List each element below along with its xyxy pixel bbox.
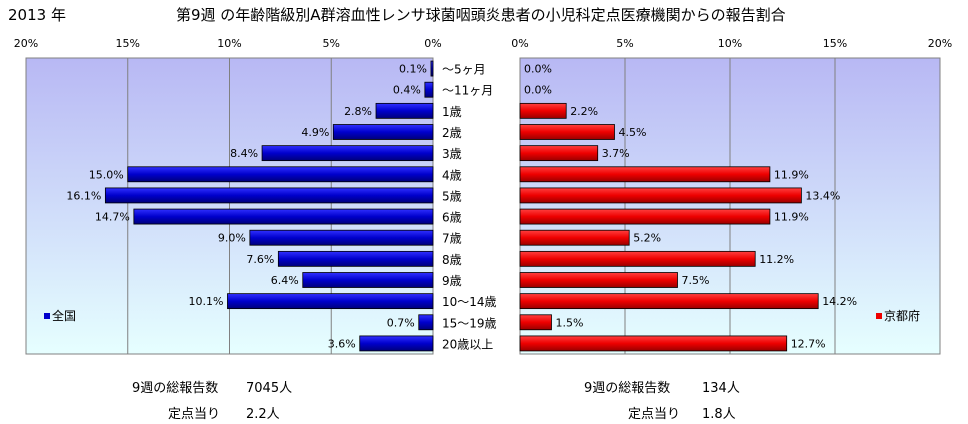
- kyoto-data-label: 5.2%: [633, 232, 661, 245]
- kyoto-data-label: 11.9%: [774, 211, 809, 224]
- kyoto-data-label: 4.5%: [619, 126, 647, 139]
- kyoto-data-label: 11.2%: [759, 253, 794, 266]
- national-data-label: 0.1%: [399, 63, 427, 76]
- national-bar: [127, 166, 434, 183]
- kyoto-bar: [519, 272, 678, 288]
- national-data-label: 15.0%: [89, 168, 124, 181]
- national-tick-label: 15%: [116, 37, 140, 50]
- kyoto-data-label: 0.0%: [524, 63, 552, 76]
- kyoto-tick-label: 20%: [928, 37, 952, 50]
- national-tick-label: 5%: [323, 37, 340, 50]
- kyoto-data-label: 14.2%: [822, 295, 857, 308]
- chart-title: 第9週 の年齢階級別A群溶血性レンサ球菌咽頭炎患者の小児科定点医療機関からの報告…: [176, 6, 786, 24]
- year-label: 2013 年: [8, 6, 66, 24]
- national-per-value: 2.2人: [246, 407, 280, 422]
- category-label: 4歳: [442, 168, 462, 182]
- category-label: ～11ヶ月: [442, 84, 493, 98]
- national-tick-label: 10%: [217, 37, 241, 50]
- kyoto-bar: [519, 335, 788, 352]
- national-bar: [418, 314, 434, 331]
- national-bar: [227, 293, 434, 310]
- national-data-label: 9.0%: [218, 232, 246, 245]
- category-label: 10～14歳: [442, 295, 497, 309]
- national-bar: [277, 250, 434, 267]
- category-label: 9歳: [442, 274, 462, 288]
- national-data-label: 7.6%: [246, 253, 274, 266]
- national-data-label: 0.4%: [393, 84, 421, 97]
- national-per-label: 定点当り: [168, 407, 221, 422]
- category-label: 1歳: [442, 105, 462, 119]
- national-legend-label: 全国: [52, 308, 76, 323]
- national-tick-label: 20%: [14, 37, 38, 50]
- national-bar: [261, 145, 434, 162]
- category-label: ～5ヶ月: [442, 63, 486, 77]
- national-data-label: 8.4%: [230, 147, 258, 160]
- category-labels: ～5ヶ月 ～11ヶ月 1歳 2歳 3歳 4歳 5歳 6歳 7歳 8歳 9歳 10～14歳 15～19歳 2…: [442, 63, 497, 352]
- national-total-label: 9週の総報告数: [132, 381, 219, 396]
- kyoto-total-label: 9週の総報告数: [584, 381, 671, 396]
- national-bar: [104, 187, 434, 204]
- national-data-label: 3.6%: [328, 337, 356, 350]
- national-data-label: 2.8%: [344, 105, 372, 118]
- national-data-label: 4.9%: [301, 126, 329, 139]
- national-data-label: 16.1%: [66, 189, 101, 202]
- category-label: 8歳: [442, 253, 462, 267]
- national-legend-swatch: [44, 313, 50, 319]
- kyoto-data-label: 1.5%: [556, 316, 584, 329]
- category-label: 20歳以上: [442, 337, 493, 351]
- kyoto-bar: [519, 124, 615, 140]
- legends: 全国 京都府: [44, 308, 920, 323]
- kyoto-bar: [519, 166, 771, 183]
- kyoto-data-label: 2.2%: [570, 105, 598, 118]
- national-bar: [359, 335, 434, 352]
- kyoto-total-value: 134人: [702, 381, 740, 396]
- kyoto-bar: [519, 187, 802, 204]
- category-label: 6歳: [442, 211, 462, 225]
- kyoto-data-label: 13.4%: [805, 189, 840, 202]
- national-bar: [430, 60, 434, 77]
- kyoto-legend-swatch: [876, 313, 882, 319]
- national-data-label: 0.7%: [387, 316, 415, 329]
- kyoto-bar: [519, 250, 756, 267]
- national-bar: [424, 81, 434, 98]
- kyoto-bar: [519, 314, 552, 331]
- kyoto-data-label: 12.7%: [791, 337, 826, 350]
- national-tick-label: 0%: [424, 37, 441, 50]
- kyoto-bar: [519, 102, 567, 119]
- national-data-label: 10.1%: [189, 295, 224, 308]
- category-label: 2歳: [442, 126, 462, 140]
- kyoto-bar: [519, 229, 630, 246]
- kyoto-tick-label: 15%: [823, 37, 847, 50]
- kyoto-plot: 0% 5% 10% 15% 20% 0.0% 0.0% 2.2% 4.5% 3.7% 11.9% 13…: [511, 37, 952, 355]
- kyoto-data-label: 3.7%: [602, 147, 630, 160]
- national-bar: [375, 102, 434, 119]
- kyoto-per-value: 1.8人: [702, 407, 736, 422]
- national-data-label: 14.7%: [95, 211, 130, 224]
- kyoto-bar: [519, 145, 599, 162]
- kyoto-bar: [519, 208, 771, 225]
- kyoto-legend-label: 京都府: [884, 308, 920, 323]
- national-bar: [249, 229, 434, 246]
- national-bar: [133, 208, 434, 225]
- kyoto-tick-label: 10%: [718, 37, 742, 50]
- national-total-value: 7045人: [246, 381, 293, 396]
- national-bar: [302, 272, 434, 288]
- kyoto-data-label: 11.9%: [774, 168, 809, 181]
- category-label: 5歳: [442, 189, 462, 203]
- national-bar: [332, 124, 434, 140]
- kyoto-data-label: 7.5%: [682, 274, 710, 287]
- kyoto-bar: [519, 293, 819, 310]
- category-label: 7歳: [442, 232, 462, 246]
- category-label: 3歳: [442, 147, 462, 161]
- kyoto-tick-label: 0%: [511, 37, 528, 50]
- kyoto-per-label: 定点当り: [628, 407, 681, 422]
- kyoto-tick-label: 5%: [616, 37, 633, 50]
- kyoto-data-label: 0.0%: [524, 84, 552, 97]
- national-plot: 0% 5% 10% 15% 20% 0.1% 0.4% 2.8% 4.9% 8.4% 15.0% 16…: [14, 37, 442, 355]
- category-label: 15～19歳: [442, 316, 497, 330]
- national-data-label: 6.4%: [271, 274, 299, 287]
